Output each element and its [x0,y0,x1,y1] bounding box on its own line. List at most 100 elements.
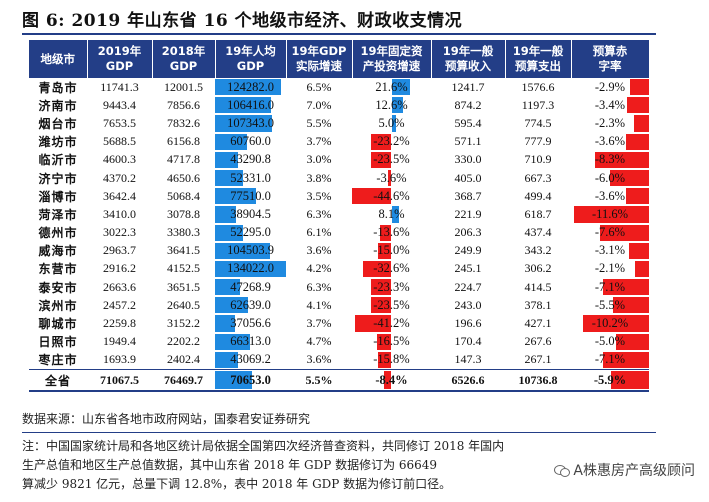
gdp-per-capita-label: 37056.6 [230,316,271,331]
gdp-per-capita-bar [215,115,272,132]
gdp-2018: 5068.4 [167,188,200,203]
gdp-2019: 2259.8 [103,316,136,331]
gdp-growth: 5.5% [306,115,332,130]
deficit-ratio-label: -10.2% [591,316,629,331]
deficit-ratio: -7.1% [571,351,649,370]
gdp-per-capita-bar [215,169,243,187]
gdp-2019: 7653.5 [103,115,136,130]
deficit-ratio-label: -3.6% [594,134,626,149]
budget-expenditure: 667.3 [524,170,552,185]
fai-growth-bar [377,351,392,368]
fai-growth: -16.5% [352,333,431,351]
deficit-ratio-bar [625,188,649,205]
deficit-ratio-bar [628,242,649,259]
deficit-ratio-label: -3.4% [594,97,626,112]
gdp-growth: 3.7% [306,316,332,331]
fai-growth: -23.5% [352,296,431,314]
gdp-2019: 1949.4 [103,334,136,349]
gdp-per-capita-label: 104503.9 [227,243,274,258]
col-header-fai-growth: 19年固定资 产投资增速 [352,40,432,78]
deficit-ratio-label: -6.0% [594,170,626,185]
city-name: 临沂市 [38,153,78,168]
fai-growth-bar [384,371,392,389]
fai-growth-bar [362,260,392,278]
table-row: 聊城市 2259.8 3152.2 37056.6 3.7% -41.2% 196.6 427… [29,314,649,332]
fai-growth-bar [388,169,392,187]
deficit-ratio: -7.6% [571,224,649,242]
deficit-ratio-bar [613,297,649,314]
gdp-2019: 2963.7 [103,243,136,258]
fai-growth-label: 21.6% [375,79,408,94]
gdp-per-capita-label: 70653.0 [230,372,271,387]
source-divider [22,432,656,433]
gdp-per-capita-bar [215,279,241,296]
fai-growth-label: -3.6% [376,170,407,185]
gdp-per-capita: 52295.0 [215,224,286,242]
gdp-per-capita-label: 60760.0 [230,134,271,149]
fai-growth-label: -23.3% [373,279,410,294]
gdp-per-capita: 38904.5 [215,205,286,223]
city-name: 滨州市 [38,298,78,313]
watermark-text: A株惠房产高级顾问 [573,463,695,479]
deficit-ratio-label: -3.1% [594,243,626,258]
budget-expenditure: 774.5 [524,115,552,130]
fai-growth: -23.3% [352,278,431,296]
gdp-growth: 3.0% [306,152,332,167]
deficit-ratio-bar [625,133,649,150]
fai-growth-bar [371,133,392,150]
city-name: 青岛市 [38,80,78,95]
gdp-per-capita-bar [215,315,235,332]
gdp-per-capita-bar [215,297,249,314]
gdp-2018: 6156.8 [167,134,200,149]
gdp-growth: 3.7% [306,134,332,149]
deficit-ratio-label: -2.9% [594,79,626,94]
table-row: 临沂市 4600.3 4717.8 43290.8 3.0% -23.5% 330.0 710… [29,151,649,169]
deficit-ratio-bar [602,279,649,296]
fai-growth-bar [355,315,392,332]
table-row: 德州市 3022.3 3380.3 52295.0 6.1% -13.6% 206.3 437… [29,224,649,242]
fai-growth-label: -41.2% [373,316,410,331]
table-row: 菏泽市 3410.0 3078.8 38904.5 6.3% 8.1% 221.9 618.7… [29,205,649,223]
gdp-2018: 3641.5 [167,243,200,258]
fai-growth-bar [370,151,392,168]
gdp-per-capita: 77510.0 [215,187,286,205]
budget-revenue: 206.3 [454,225,482,240]
fai-growth: -15.8% [352,351,431,370]
deficit-ratio-bar [626,97,649,114]
gdp-2019: 3022.3 [103,225,136,240]
fai-growth-bar [370,297,392,314]
deficit-ratio-bar [610,371,649,389]
fai-growth-label: -23.5% [373,297,410,312]
gdp-per-capita-label: 43069.2 [230,352,271,367]
deficit-ratio: -3.6% [571,187,649,205]
fai-growth-label: 8.1% [378,206,405,221]
gdp-2018: 4152.5 [167,261,200,276]
deficit-ratio: -5.5% [571,296,649,314]
budget-expenditure: 267.6 [524,334,552,349]
budget-expenditure: 1197.3 [521,97,555,112]
budget-expenditure: 437.4 [524,225,552,240]
table-row: 威海市 2963.7 3641.5 104503.9 3.6% -15.0% 249.9 34… [29,242,649,260]
city-name: 济南市 [38,98,78,113]
budget-revenue: 368.7 [454,188,482,203]
deficit-ratio-bar [573,206,649,223]
table-row: 枣庄市 1693.9 2402.4 43069.2 3.6% -15.8% 147.3 267… [29,351,649,370]
deficit-ratio-bar [616,333,649,350]
city-name: 日照市 [38,335,78,350]
gdp-2019: 5688.5 [103,134,136,149]
gdp-per-capita-label: 52331.0 [230,170,271,185]
table-row: 潍坊市 5688.5 6156.8 60760.0 3.7% -23.2% 571.1 777… [29,133,649,151]
deficit-ratio-label: -7.6% [594,225,626,240]
deficit-ratio: -6.0% [571,169,649,187]
gdp-2018: 76469.7 [152,369,215,392]
fai-growth: -41.2% [352,314,431,332]
gdp-per-capita-bar [215,351,238,368]
city-name: 德州市 [38,226,78,241]
deficit-ratio: -8.3% [571,151,649,169]
fai-growth-bar [352,188,392,205]
budget-revenue: 249.9 [454,243,482,258]
gdp-per-capita: 43290.8 [215,151,286,169]
deficit-ratio-bar [635,260,649,278]
fai-growth: 8.1% [352,205,431,223]
gdp-per-capita-bar [215,151,238,168]
